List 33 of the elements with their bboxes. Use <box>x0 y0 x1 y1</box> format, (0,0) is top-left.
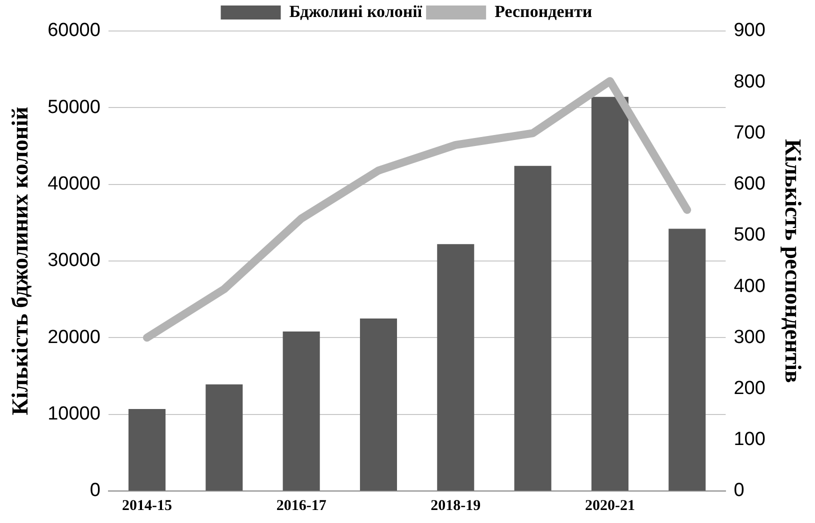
y2-tick-label: 800 <box>734 71 766 92</box>
legend-label: Бджолині колонії <box>289 2 422 21</box>
y2-tick-label: 300 <box>734 326 766 348</box>
x-tick-label: 2014-15 <box>122 498 172 514</box>
bar <box>437 244 474 490</box>
y-tick-label: 10000 <box>48 404 100 425</box>
y-tick-label: 30000 <box>48 250 100 272</box>
y2-tick-label: 0 <box>734 480 744 502</box>
bar <box>514 166 552 490</box>
y2-tick-label: 400 <box>734 276 766 297</box>
bar <box>360 318 398 490</box>
y-tick-label: 60000 <box>48 20 100 42</box>
y-axis-title: Кількість бджолиних колоній <box>8 106 33 416</box>
y-tick-label: 50000 <box>48 96 100 118</box>
x-tick-label: 2020-21 <box>584 498 635 514</box>
bar <box>668 228 706 490</box>
y2-tick-label: 100 <box>734 429 766 450</box>
x-tick-label: 2016-17 <box>276 498 327 514</box>
bar <box>282 332 320 490</box>
bar <box>128 408 166 490</box>
y-tick-label: 0 <box>90 480 100 502</box>
legend-label: Респонденти <box>494 2 592 21</box>
y2-tick-label: 600 <box>734 174 766 195</box>
y2-tick-label: 500 <box>734 224 766 246</box>
x-tick-label: 2018-19 <box>430 498 481 514</box>
y2-axis-title: Кількість респондентів <box>780 139 806 383</box>
y2-tick-label: 900 <box>734 20 766 42</box>
y2-tick-label: 700 <box>734 122 766 144</box>
y2-tick-label: 200 <box>734 378 766 400</box>
y-tick-label: 20000 <box>48 326 100 348</box>
y-tick-label: 40000 <box>48 174 100 195</box>
bar <box>591 96 628 490</box>
bar <box>206 384 243 490</box>
